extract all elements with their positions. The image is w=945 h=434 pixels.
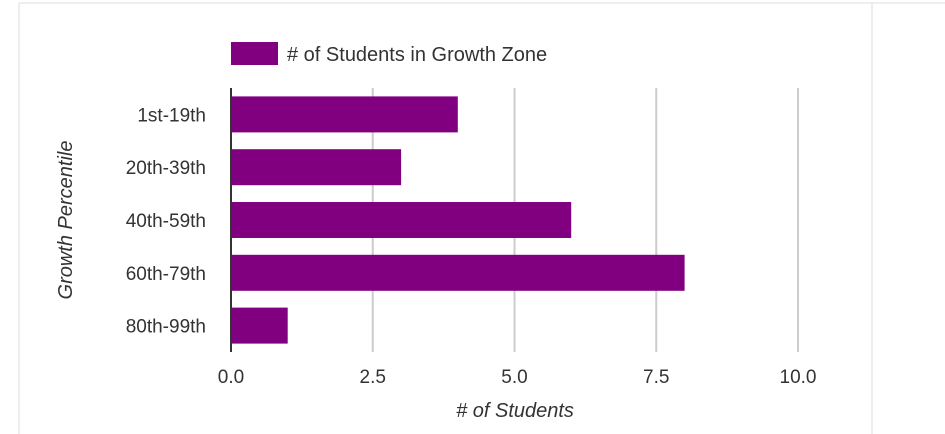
bar [231,202,572,238]
y-axis-title: Growth Percentile [55,141,77,300]
x-axis-title: # of Students [456,400,574,422]
y-tick-label: 60th-79th [126,264,206,285]
legend-swatch [231,42,278,65]
bar [231,96,458,133]
x-tick-label: 5.0 [501,367,527,388]
legend: # of Students in Growth Zone [231,42,547,66]
x-tick-label: 0.0 [218,367,244,388]
x-tick-labels: 0.0 2.5 5.0 7.5 10.0 [218,367,817,388]
x-tick-label: 7.5 [643,367,669,388]
y-tick-label: 1st-19th [137,105,206,126]
bar [231,149,402,186]
legend-label: # of Students in Growth Zone [287,44,547,66]
y-tick-label: 40th-59th [126,211,206,232]
y-tick-label: 20th-39th [126,158,206,179]
bars [231,96,685,344]
bar [231,307,288,344]
x-tick-label: 2.5 [360,367,386,388]
bar [231,254,685,291]
y-tick-label: 80th-99th [126,317,206,338]
y-tick-labels: 1st-19th 20th-39th 40th-59th 60th-79th 80th-… [126,105,206,337]
x-tick-label: 10.0 [780,367,817,388]
